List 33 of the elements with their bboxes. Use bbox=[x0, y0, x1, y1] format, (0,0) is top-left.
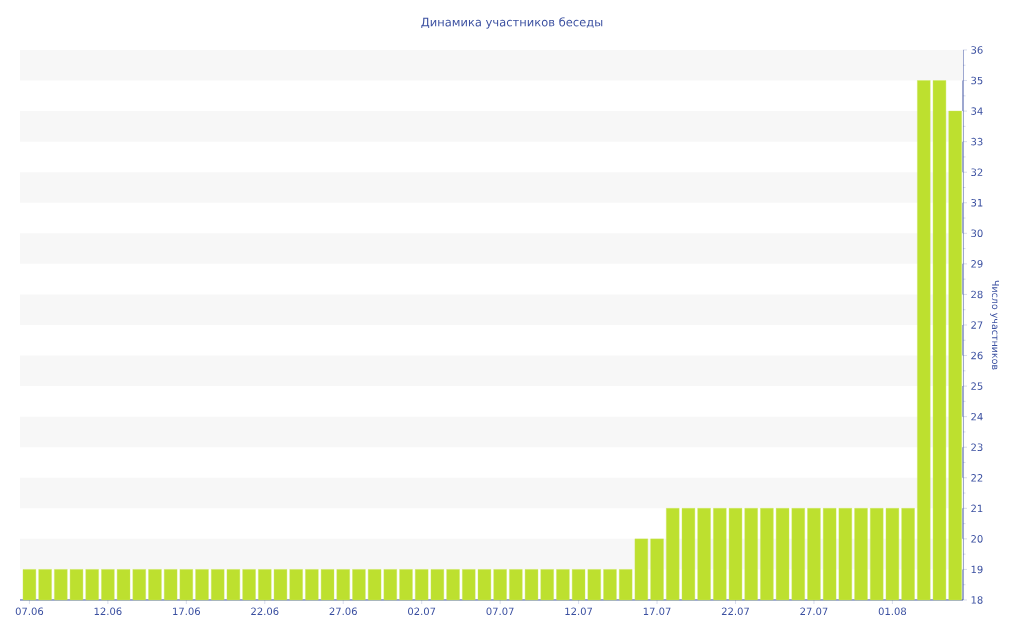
y-tick-label: 19 bbox=[971, 565, 983, 574]
y-tick-label: 25 bbox=[971, 382, 983, 390]
x-tick-label: 17.06 bbox=[173, 607, 201, 616]
chart-title: Динамика участников беседы bbox=[421, 17, 603, 29]
y-tick-label: 27 bbox=[971, 321, 983, 329]
y-tick-label: 22 bbox=[971, 474, 983, 482]
y-tick-label: 35 bbox=[971, 76, 983, 85]
y-tick-label: 18 bbox=[971, 596, 983, 604]
x-tick-label: 07.07 bbox=[486, 607, 514, 616]
x-tick-label: 01.08 bbox=[878, 607, 907, 616]
y-tick-label: 32 bbox=[971, 168, 983, 176]
x-tick-label: 12.06 bbox=[94, 607, 122, 616]
x-tick-label: 02.07 bbox=[408, 607, 436, 616]
x-tick-label: 07.06 bbox=[15, 607, 44, 616]
x-tick-label: 22.06 bbox=[251, 607, 279, 616]
y-tick-label: 31 bbox=[971, 198, 983, 207]
y-tick-label: 20 bbox=[971, 535, 983, 543]
y-tick-label: 36 bbox=[971, 46, 983, 54]
x-tick-label: 27.06 bbox=[329, 607, 357, 616]
y-tick-label: 26 bbox=[971, 351, 983, 360]
y-tick-label: 24 bbox=[971, 412, 983, 421]
y-axis-title: Число участников bbox=[990, 280, 999, 370]
x-tick-label: 17.07 bbox=[643, 607, 671, 616]
y-tick-label: 30 bbox=[971, 229, 983, 238]
x-tick-label: 12.07 bbox=[565, 607, 593, 616]
y-tick-label: 23 bbox=[971, 443, 983, 451]
y-tick-label: 34 bbox=[971, 107, 983, 115]
x-tick-label: 27.07 bbox=[800, 607, 828, 616]
y-tick-label: 28 bbox=[971, 290, 983, 299]
y-tick-label: 33 bbox=[971, 137, 983, 146]
y-tick-label: 29 bbox=[971, 260, 983, 268]
y-tick-label: 21 bbox=[971, 504, 983, 513]
x-tick-label: 22.07 bbox=[721, 607, 749, 616]
